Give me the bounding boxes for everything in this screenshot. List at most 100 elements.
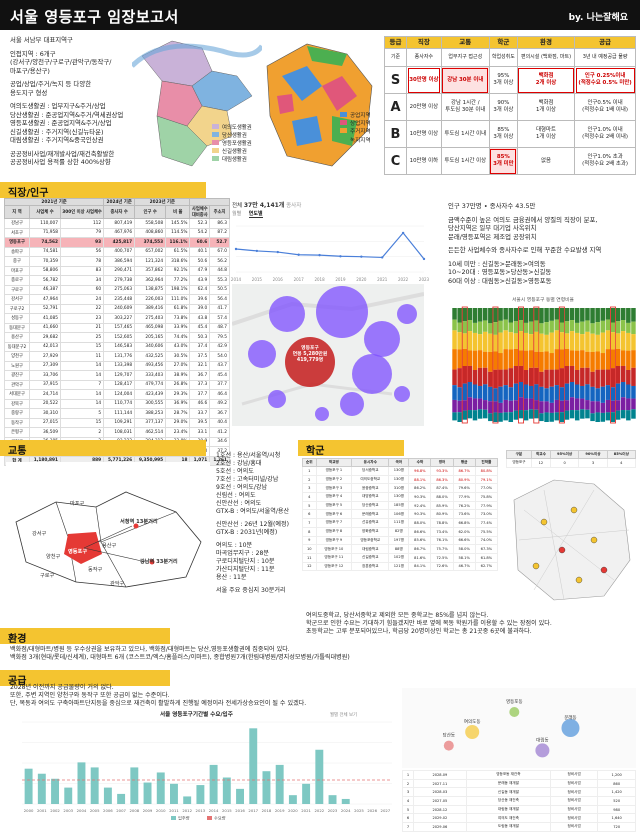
legend-swatch	[171, 816, 176, 820]
criteria-header-row: 등급 직장 교통 학군 환경 공급	[384, 36, 636, 49]
age-segment	[600, 332, 606, 354]
pop-cell: 198.1%	[165, 284, 191, 295]
workers-point	[255, 249, 259, 253]
pop-cell: 57.4	[209, 313, 230, 324]
age-segment	[539, 413, 544, 422]
pop-cell: 24	[59, 294, 105, 305]
tab-yearly[interactable]: 연도별	[248, 211, 263, 218]
age-segment	[528, 308, 534, 322]
age-segment	[544, 322, 549, 335]
text-line: 여의도생활권 : 업무지구&주거/상업	[10, 102, 106, 110]
supply-project-cell: 5	[402, 804, 414, 815]
age-segment	[564, 333, 570, 349]
supply-project-cell: 2027.05	[412, 796, 467, 806]
school-cell: 7	[302, 518, 317, 528]
pop-cell: 62.4	[189, 284, 211, 295]
pop-total-cell: 1,261	[209, 455, 230, 466]
pop-cell: 서초구	[4, 227, 30, 238]
workers-point	[234, 247, 238, 251]
age-segment	[620, 350, 626, 366]
pop-cell: 33.9%	[165, 322, 191, 333]
tab-monthly[interactable]: 월별	[232, 211, 242, 217]
age-segment	[462, 348, 468, 367]
pop-cell: 광진구	[4, 370, 30, 381]
age-segment	[631, 321, 636, 335]
pop-cell: 성동구	[4, 313, 30, 324]
pop-cell: 41,660	[29, 322, 61, 333]
school-cell: 121명	[388, 561, 410, 572]
pop-cell: 432,525	[134, 351, 167, 362]
legend-item: 상업지역	[340, 120, 371, 128]
pop-cell: 39.0	[189, 303, 211, 314]
legend-item: 녹지지역	[340, 136, 371, 145]
x-tick-label: 2011	[169, 808, 179, 813]
pop-cell: 관악구	[4, 379, 30, 390]
supply-project-cell: 정비사업	[549, 822, 599, 832]
supply-bubble	[443, 740, 454, 751]
pop-row: 중구 70,359 78 386,594 121,324 318.6% 50.6 56.2	[4, 256, 230, 267]
age-segment	[498, 386, 503, 403]
supply-bar	[328, 795, 337, 804]
pop-cell: 74.4%	[165, 332, 191, 343]
age-segment	[503, 308, 508, 320]
legend-swatch	[340, 112, 347, 117]
age-segment	[564, 366, 570, 384]
age-segment	[580, 334, 585, 351]
legend-label: 공업지역	[350, 113, 371, 119]
school-cell: 75.8%	[474, 492, 499, 502]
supply-project-cell: 문래동 재개발	[465, 778, 551, 789]
x-tick-label: 2015	[222, 808, 232, 813]
age-segment	[620, 308, 626, 321]
age-segment	[513, 321, 519, 334]
school-cell: 8	[302, 526, 317, 537]
age-segment	[518, 320, 524, 332]
pop-cell: 73.8%	[165, 313, 191, 324]
age-segment	[452, 369, 457, 386]
age-highlight	[517, 306, 525, 424]
supply-project-cell: 3	[402, 787, 414, 798]
legend-label: 당산생활권	[222, 133, 247, 139]
supply-project-cell: 980	[597, 804, 636, 815]
criteria-cell: 백화점 2개 이상	[516, 66, 576, 94]
supply-project-cell: 정비사업	[549, 796, 599, 806]
school-cell: 130명	[388, 474, 410, 485]
pop-cell: 43.8	[189, 313, 211, 324]
age-segment	[523, 398, 529, 411]
age-segment	[626, 332, 631, 351]
pop-cell: 61.5%	[165, 246, 191, 257]
workers-tabs: 월별 연도별	[232, 210, 263, 218]
pop-cell: 86.3	[209, 218, 230, 229]
pop-cell: 48.7	[209, 322, 230, 333]
x-tick-label: 2018	[314, 277, 325, 282]
pop-cell: 37.4	[189, 341, 211, 352]
school-cell: 5	[302, 500, 317, 511]
age-segment	[564, 308, 570, 322]
pop-cell: 423,439	[134, 389, 167, 400]
pop-cell: 양천구	[4, 351, 30, 362]
supply-bubble	[465, 725, 480, 739]
pop-cell: 462,514	[134, 427, 167, 438]
pop-cell: 121,324	[134, 256, 167, 267]
school-cell: 4	[302, 492, 317, 502]
supply-bar	[222, 777, 231, 804]
school-mini-header: 학교수	[530, 450, 551, 459]
school-cell: 영등포중학교	[351, 535, 390, 546]
text-line: (강서구/양천구/구로구/관악구/동작구/	[10, 58, 112, 66]
age-segment	[620, 365, 626, 383]
school-cell: 영등포구 2	[315, 474, 353, 485]
pop-cell: 205,165	[134, 332, 167, 343]
age-segment	[528, 350, 534, 368]
supply-chart-tab[interactable]: 월별 전체 보기	[330, 713, 358, 718]
x-tick-label: 2002	[50, 808, 60, 813]
age-segment	[600, 402, 606, 413]
pop-cell: 47.9	[189, 265, 211, 276]
school-cell: 영등포구 9	[315, 535, 353, 546]
age-segment	[590, 401, 595, 414]
pop-cell: 중구	[4, 256, 30, 267]
year-head: 2021년 기준	[3, 198, 105, 206]
school-cell: 62.7%	[474, 561, 499, 572]
pop-row: 양천구 27,929 11 131,776 432,525 30.5% 37.5 54.0	[4, 351, 230, 362]
criteria-sub: 종사자수	[406, 48, 442, 67]
x-tick-label: 2013	[196, 808, 206, 813]
